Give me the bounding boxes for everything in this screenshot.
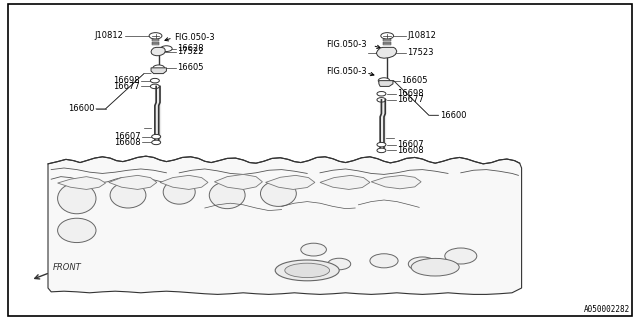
Text: J10812: J10812: [408, 31, 436, 40]
Text: FRONT: FRONT: [52, 263, 81, 272]
Circle shape: [377, 142, 386, 147]
Circle shape: [301, 243, 326, 256]
Text: J10812: J10812: [95, 31, 124, 40]
Text: A050002282: A050002282: [584, 305, 630, 314]
Circle shape: [445, 248, 477, 264]
Polygon shape: [151, 68, 166, 74]
Bar: [383, 44, 391, 45]
Polygon shape: [48, 156, 522, 294]
Circle shape: [150, 78, 159, 83]
Circle shape: [161, 46, 172, 52]
Bar: [383, 42, 391, 43]
Ellipse shape: [110, 182, 146, 208]
Circle shape: [408, 257, 436, 271]
Polygon shape: [109, 175, 157, 189]
Text: 16698: 16698: [397, 89, 424, 98]
Text: 17523: 17523: [407, 48, 433, 57]
Text: FIG.050-3: FIG.050-3: [174, 33, 214, 42]
Bar: [152, 42, 159, 43]
Circle shape: [152, 134, 161, 139]
Ellipse shape: [163, 180, 195, 204]
Polygon shape: [371, 175, 421, 189]
Text: 16607: 16607: [397, 140, 424, 149]
Circle shape: [150, 84, 159, 89]
Polygon shape: [320, 175, 370, 189]
Circle shape: [153, 65, 164, 71]
Polygon shape: [160, 175, 208, 189]
Circle shape: [328, 258, 351, 270]
Bar: [383, 43, 391, 44]
Text: 16677: 16677: [397, 95, 424, 104]
Text: 16677: 16677: [113, 82, 140, 91]
Text: 16607: 16607: [114, 132, 141, 141]
Text: 16605: 16605: [401, 76, 428, 85]
Text: 16605: 16605: [177, 63, 204, 72]
Circle shape: [370, 254, 398, 268]
Ellipse shape: [58, 218, 96, 243]
Bar: [383, 39, 391, 40]
Polygon shape: [214, 174, 262, 189]
Bar: [152, 39, 159, 40]
Polygon shape: [58, 177, 106, 189]
Ellipse shape: [260, 181, 296, 206]
Circle shape: [377, 98, 386, 102]
Text: FIG.050-3: FIG.050-3: [326, 67, 367, 76]
Circle shape: [152, 140, 161, 145]
Ellipse shape: [58, 183, 96, 214]
Ellipse shape: [285, 263, 330, 277]
Circle shape: [377, 148, 386, 153]
Text: 16628: 16628: [177, 44, 204, 53]
Circle shape: [378, 78, 390, 84]
Circle shape: [377, 92, 386, 96]
Text: 16608: 16608: [397, 146, 424, 155]
Text: 16608: 16608: [114, 138, 141, 147]
Text: FIG.050-3: FIG.050-3: [326, 40, 367, 49]
Polygon shape: [151, 47, 165, 56]
Polygon shape: [379, 81, 393, 86]
Text: 16600: 16600: [440, 111, 466, 120]
Ellipse shape: [412, 259, 460, 276]
Text: 17522: 17522: [177, 47, 204, 56]
Bar: [152, 43, 159, 44]
Circle shape: [149, 33, 162, 39]
Ellipse shape: [275, 260, 339, 281]
Bar: [383, 40, 391, 41]
Polygon shape: [376, 47, 397, 58]
Bar: [152, 44, 159, 45]
Polygon shape: [266, 175, 315, 189]
Bar: [152, 40, 159, 41]
Text: 16600: 16600: [68, 104, 95, 113]
Ellipse shape: [209, 182, 245, 209]
Text: 16698: 16698: [113, 76, 140, 85]
Circle shape: [381, 33, 394, 39]
